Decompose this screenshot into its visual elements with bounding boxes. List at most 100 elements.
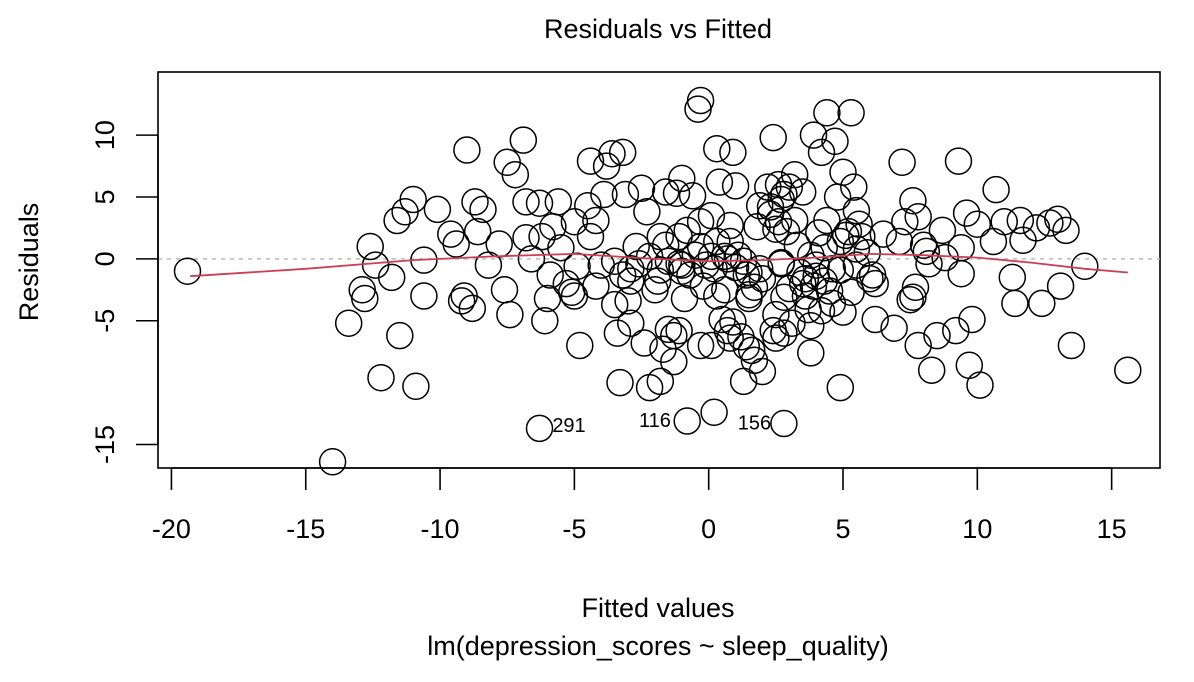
data-point: [944, 147, 973, 175]
data-point: [662, 179, 691, 208]
data-point: [512, 188, 540, 216]
data-point: [840, 173, 868, 201]
point-label: 156: [738, 413, 771, 435]
data-point: [955, 351, 984, 380]
data-point: [318, 448, 347, 476]
data-point: [501, 160, 530, 189]
data-point: [348, 276, 376, 304]
data-point: [697, 331, 726, 360]
x-tick-label: -10: [421, 514, 460, 544]
data-point: [947, 259, 975, 288]
data-point: [703, 134, 731, 163]
data-point: [461, 188, 489, 216]
data-point: [966, 371, 994, 399]
data-point: [668, 251, 696, 279]
data-point: [799, 121, 828, 149]
data-point: [729, 367, 758, 396]
data-point: [608, 261, 637, 289]
data-point: [834, 217, 863, 246]
data-point: [654, 247, 683, 276]
x-tick-label: 0: [701, 514, 716, 544]
data-point: [646, 222, 675, 251]
data-point: [845, 210, 873, 238]
data-point: [536, 261, 564, 289]
data-point: [762, 300, 790, 329]
y-tick-label: -5: [90, 309, 120, 333]
data-point: [608, 138, 637, 167]
data-point: [998, 263, 1027, 292]
data-point: [681, 241, 710, 269]
data-point: [458, 294, 487, 323]
data-point: [603, 319, 632, 347]
data-point: [509, 126, 538, 154]
data-point: [990, 207, 1018, 236]
x-tick-label: 15: [1097, 514, 1127, 544]
data-point: [772, 217, 801, 246]
y-tick-label: 10: [90, 120, 120, 150]
data-point: [1046, 272, 1075, 300]
data-point: [1022, 214, 1051, 242]
data-point: [367, 363, 395, 392]
data-point: [770, 409, 798, 438]
data-point: [1001, 289, 1029, 318]
data-point: [625, 250, 653, 278]
data-point: [716, 211, 744, 240]
data-point: [386, 321, 414, 350]
data-point: [716, 227, 744, 256]
data-point: [668, 164, 696, 193]
data-point: [598, 139, 626, 168]
data-point: [660, 347, 688, 376]
data-point: [904, 203, 932, 231]
data-point: [719, 138, 747, 167]
data-point: [576, 147, 605, 175]
data-point: [437, 220, 465, 248]
data-point: [982, 175, 1010, 204]
data-point: [442, 230, 470, 258]
data-point: [606, 368, 634, 397]
data-point: [383, 206, 411, 235]
data-point: [485, 230, 513, 258]
data-point: [463, 217, 492, 246]
data-point: [496, 300, 524, 329]
smoother-line: [190, 252, 1128, 278]
data-point: [678, 182, 707, 210]
data-point: [651, 231, 680, 260]
data-point: [891, 207, 919, 236]
data-point: [630, 329, 658, 357]
data-point: [1071, 252, 1099, 281]
data-point: [665, 316, 693, 345]
data-point: [423, 195, 452, 224]
data-point: [713, 245, 742, 273]
data-point: [686, 331, 715, 360]
data-point: [837, 278, 865, 307]
data-point: [399, 185, 427, 214]
data-point: [641, 276, 669, 304]
data-point: [361, 251, 390, 279]
data-point: [525, 414, 554, 443]
data-point: [888, 148, 916, 177]
data-point: [780, 160, 809, 189]
data-point: [958, 305, 986, 334]
data-point: [869, 220, 898, 248]
data-point: [952, 199, 981, 227]
data-point: [1006, 206, 1035, 235]
data-point: [531, 306, 559, 335]
data-point: [356, 232, 384, 261]
data-point: [673, 407, 701, 435]
data-point: [764, 207, 793, 236]
data-point: [928, 216, 957, 245]
data-point: [767, 250, 795, 278]
data-point: [686, 86, 715, 115]
y-axis-label: Residuals: [14, 203, 44, 322]
data-point: [829, 158, 857, 186]
data-point: [923, 321, 951, 350]
data-point: [791, 264, 820, 293]
data-point: [901, 273, 930, 302]
data-point: [745, 191, 774, 220]
data-point: [813, 99, 841, 127]
data-point: [611, 180, 640, 209]
data-point: [904, 331, 932, 360]
data-point: [856, 264, 884, 293]
data-point: [617, 309, 645, 337]
data-point: [810, 233, 838, 262]
